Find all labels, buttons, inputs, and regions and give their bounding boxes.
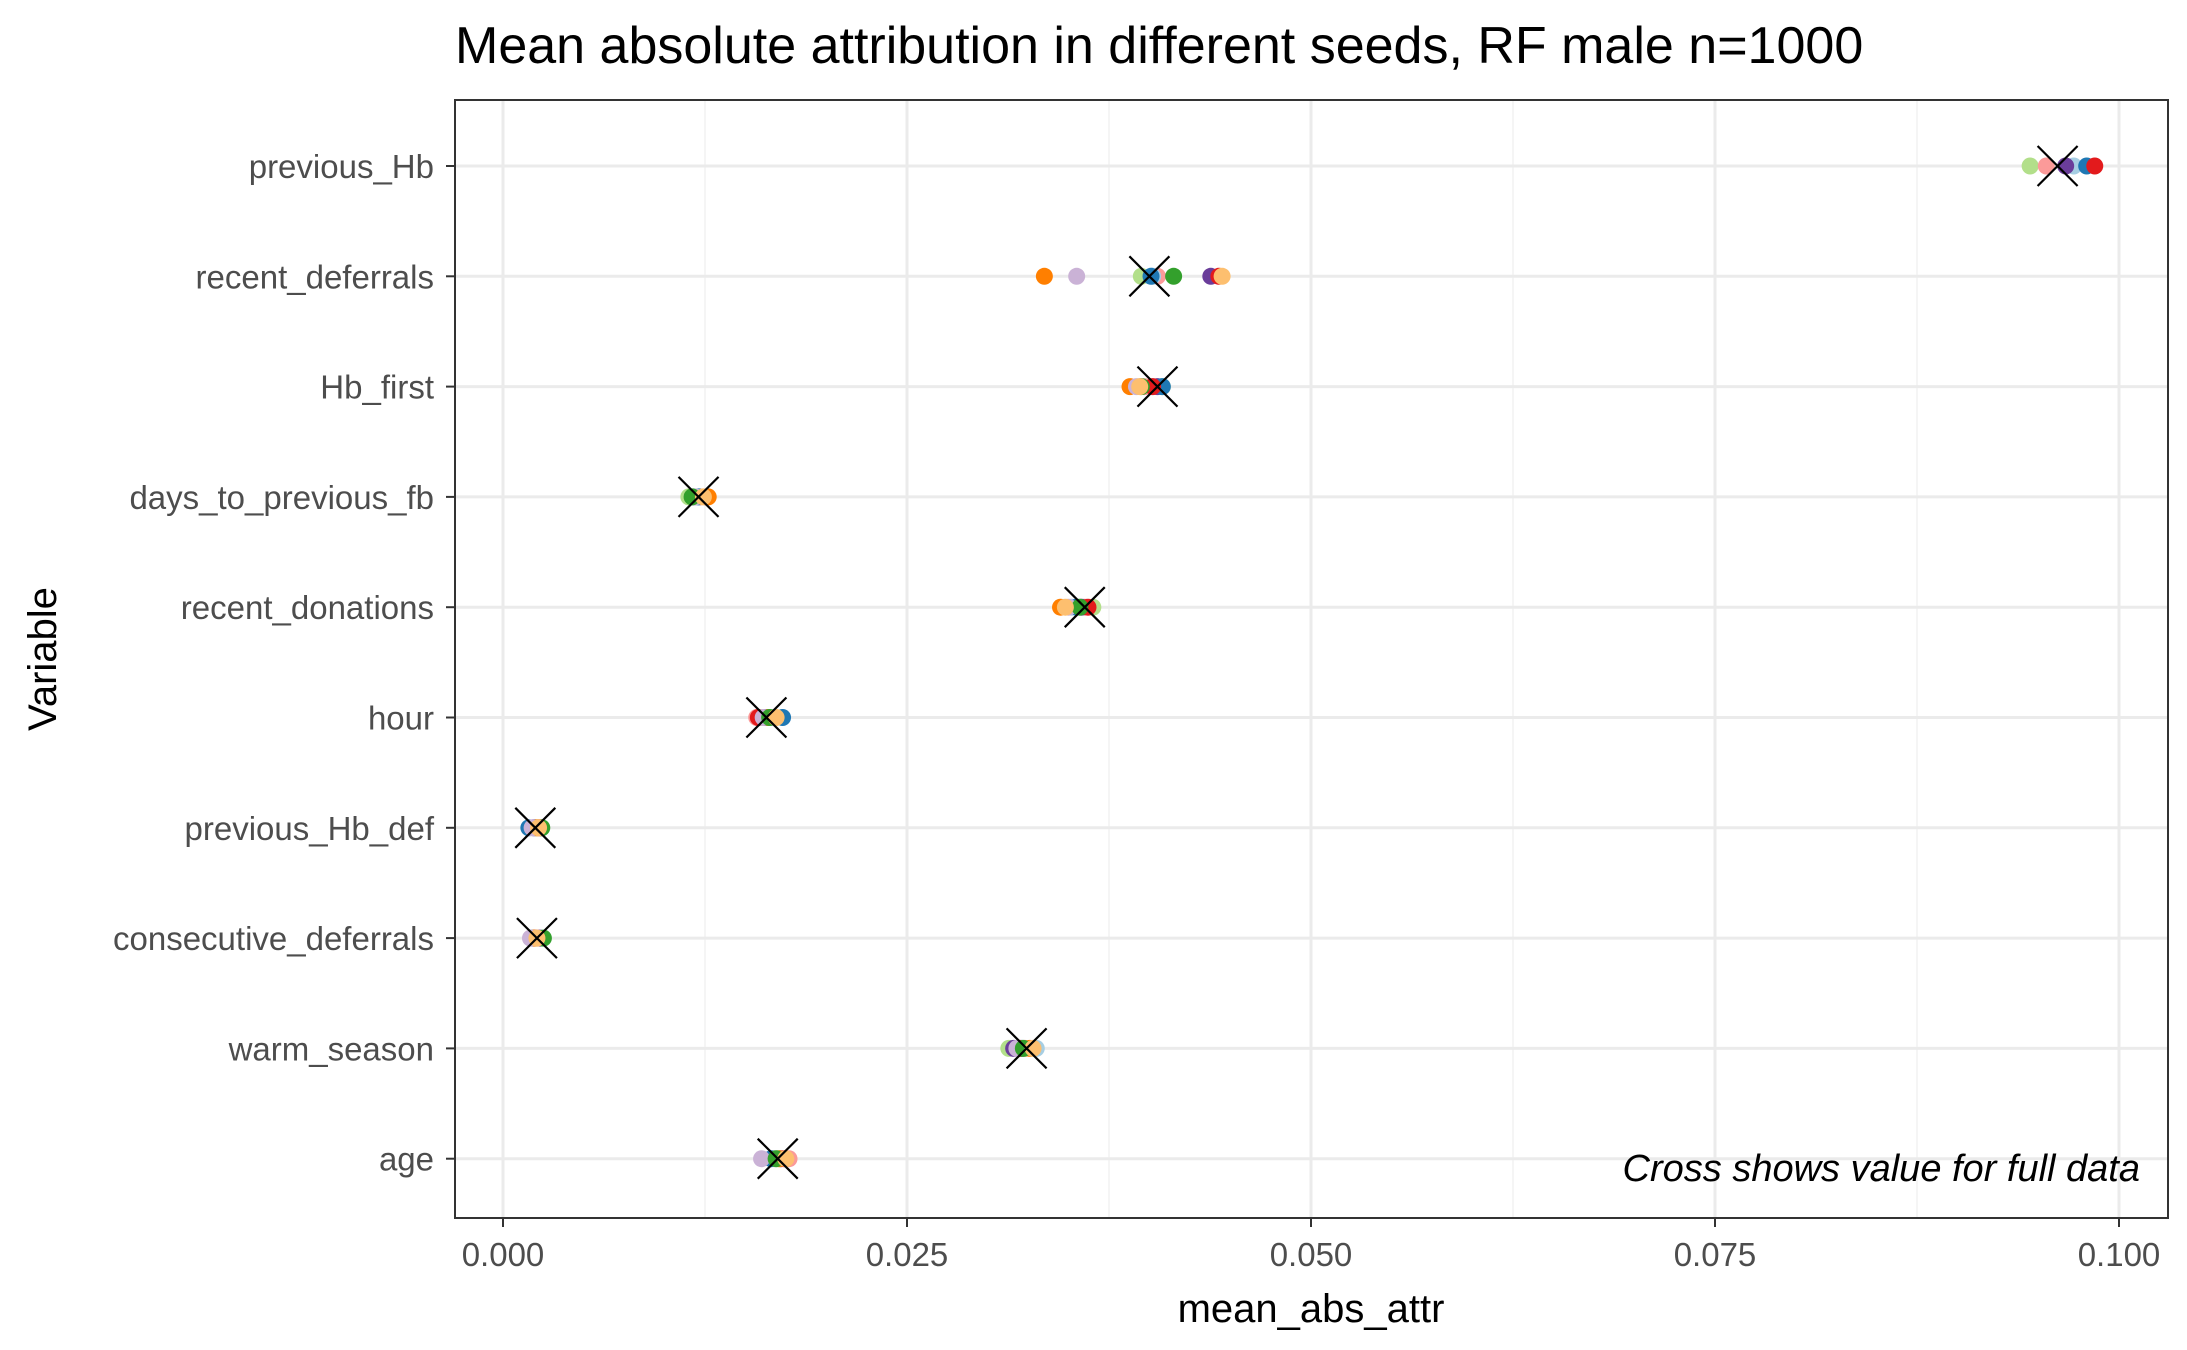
seed-point	[1142, 267, 1160, 285]
cross-stroke	[1136, 365, 1179, 408]
seed-point	[2057, 157, 2075, 175]
cross-stroke	[516, 917, 558, 959]
seed-point	[1035, 267, 1053, 285]
seed-point	[694, 488, 712, 506]
full-data-crosses	[514, 145, 2079, 1180]
full-data-cross	[745, 696, 788, 739]
y-tick-label: hour	[368, 700, 434, 737]
seed-point	[1165, 267, 1183, 285]
full-data-cross	[756, 1137, 799, 1180]
y-tick-label: consecutive_deferrals	[113, 920, 434, 957]
x-tick-label: 0.075	[1674, 1236, 1757, 1273]
seed-point	[1213, 267, 1231, 285]
y-tick-label: previous_Hb	[249, 148, 434, 185]
seed-point	[1024, 1039, 1042, 1057]
seed-point	[1131, 378, 1149, 396]
y-tick-label: Hb_first	[320, 369, 434, 406]
cross-stroke	[1063, 586, 1106, 628]
y-tick-label: recent_deferrals	[196, 258, 434, 295]
seed-point	[1071, 598, 1089, 616]
cross-stroke	[1128, 255, 1171, 298]
cross-stroke	[2036, 145, 2079, 187]
seed-point	[530, 819, 548, 837]
y-axis-title: Variable	[21, 587, 65, 731]
y-tick-label: age	[379, 1141, 434, 1178]
x-tick-label: 0.025	[866, 1236, 949, 1273]
x-axis-ticks: 0.000 0.025 0.050 0.075 0.100	[462, 1218, 2161, 1273]
full-data-cross	[516, 917, 558, 959]
seed-point	[2021, 157, 2039, 175]
cross-stroke	[745, 696, 788, 739]
cross-annotation: Cross shows value for full data	[1623, 1148, 2140, 1190]
seed-point	[753, 1150, 771, 1168]
seed-point	[777, 1150, 795, 1168]
cross-stroke	[677, 476, 720, 518]
seed-point	[2086, 157, 2104, 175]
full-data-cross	[1136, 365, 1179, 408]
cross-stroke	[756, 1137, 799, 1180]
x-tick-label: 0.050	[1270, 1236, 1353, 1273]
plot-panel-border	[454, 99, 2169, 1219]
y-tick-label: warm_season	[228, 1030, 434, 1067]
x-tick-label: 0.000	[462, 1236, 545, 1273]
gridlines	[455, 100, 2168, 1218]
full-data-cross	[677, 476, 720, 518]
seed-point	[1068, 267, 1086, 285]
cross-stroke	[1005, 1027, 1048, 1070]
y-tick-label: previous_Hb_def	[185, 810, 435, 847]
chart-title: Mean absolute attribution in different s…	[455, 17, 1863, 75]
seed-point	[1056, 598, 1074, 616]
x-axis-title: mean_abs_attr	[1178, 1287, 1445, 1331]
full-data-cross	[1063, 586, 1106, 628]
cross-stroke	[514, 807, 557, 849]
x-tick-label: 0.100	[2078, 1236, 2161, 1273]
full-data-cross	[514, 807, 557, 849]
y-tick-label: recent_donations	[181, 589, 434, 626]
full-data-cross	[2036, 145, 2079, 187]
seed-point	[767, 709, 785, 726]
y-tick-label: days_to_previous_fb	[129, 479, 434, 516]
full-data-cross	[1005, 1027, 1048, 1070]
seed-point	[2037, 157, 2055, 175]
y-axis-ticks: previous_Hb recent_deferrals Hb_first days_…	[113, 148, 455, 1178]
full-data-cross	[1128, 255, 1171, 298]
